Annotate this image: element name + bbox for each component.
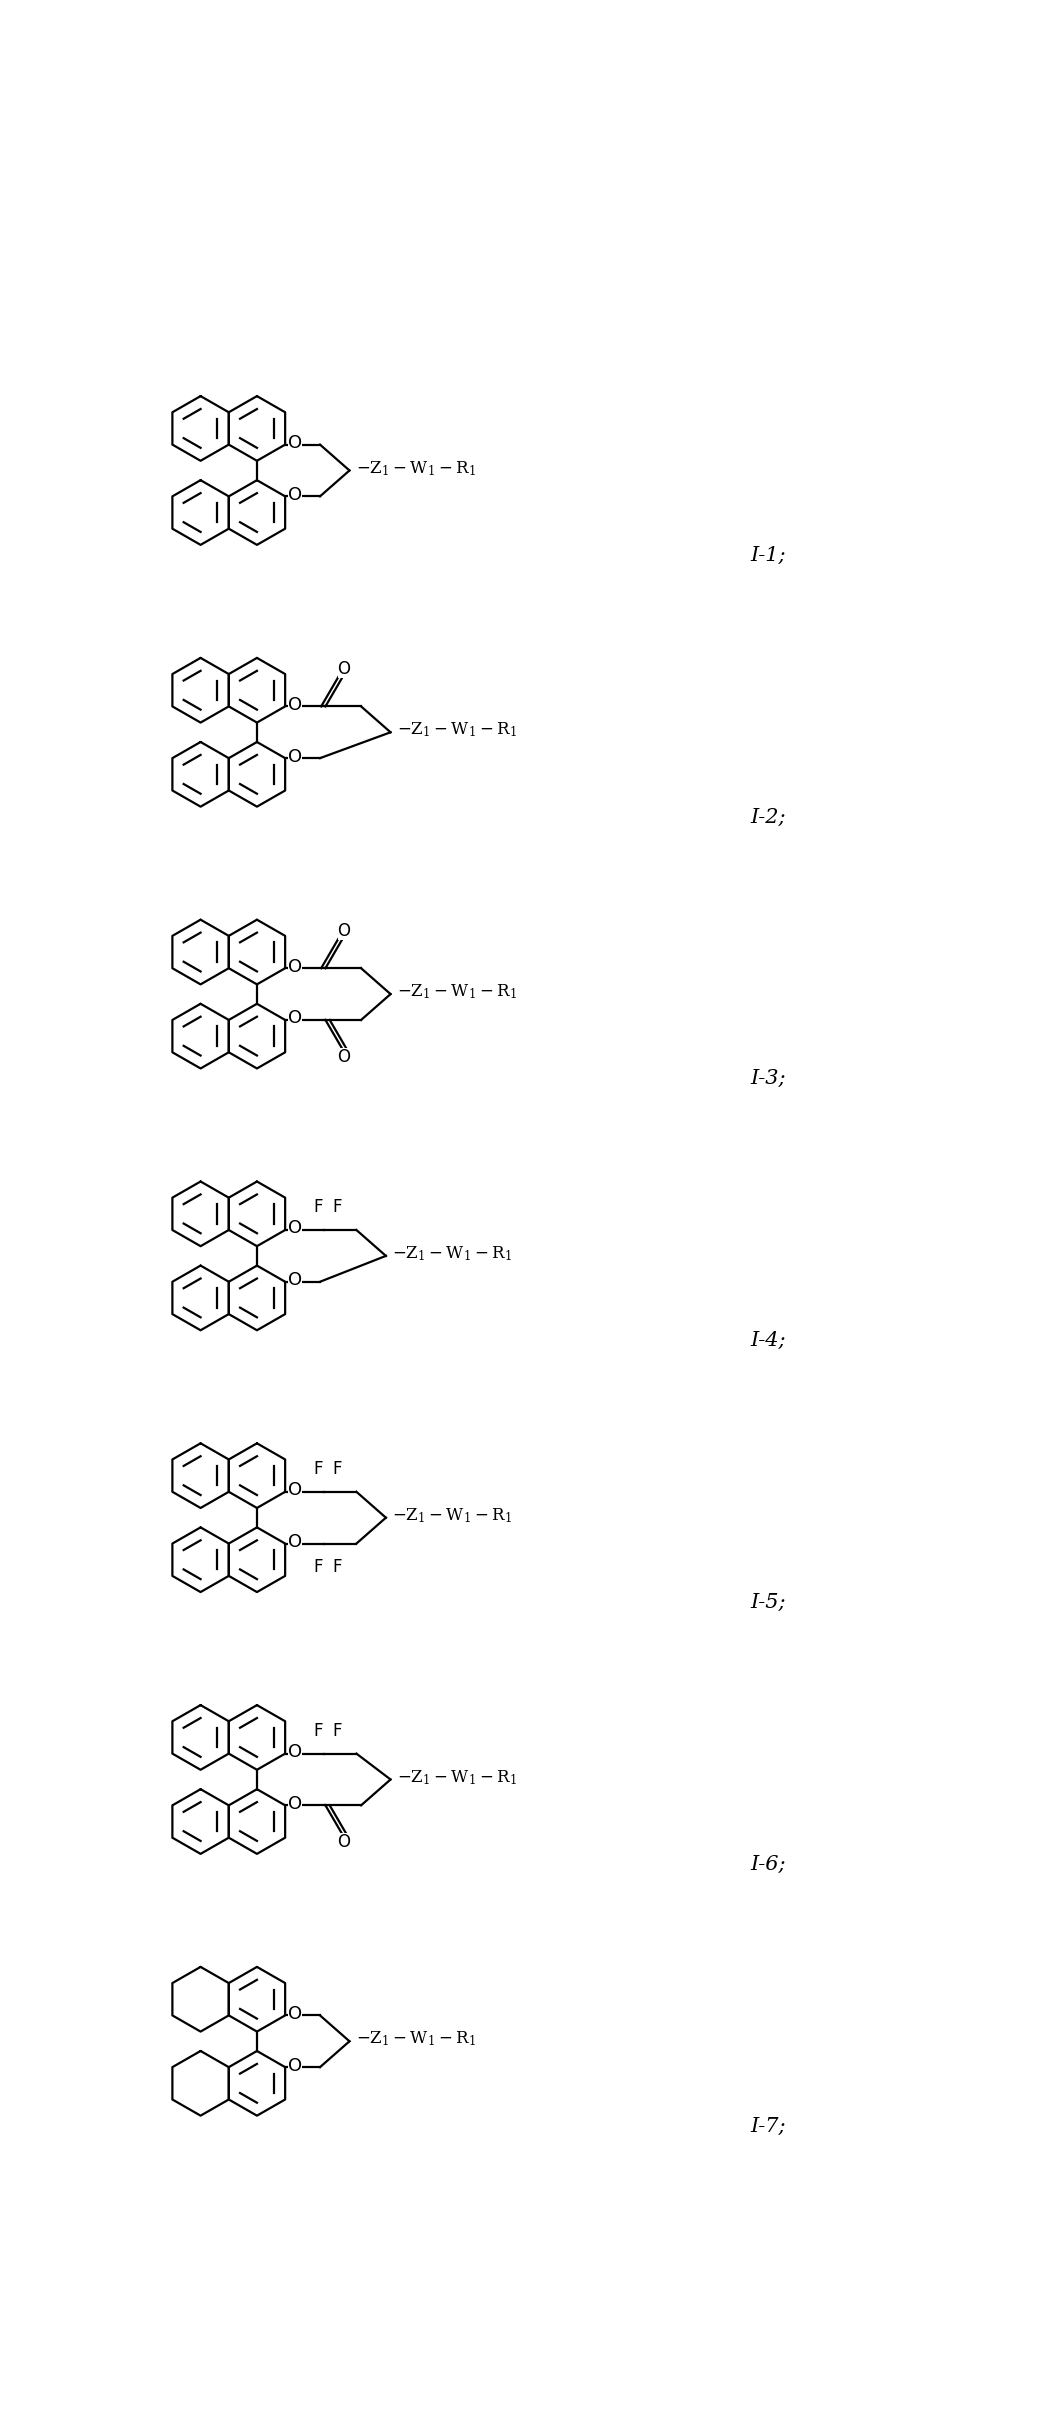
Text: $\mathregular{-Z_1-W_1-R_1}$: $\mathregular{-Z_1-W_1-R_1}$ — [392, 1245, 512, 1262]
Text: O: O — [289, 2004, 302, 2023]
Text: O: O — [338, 922, 350, 941]
Text: O: O — [289, 1009, 302, 1026]
Text: I-6;: I-6; — [750, 1856, 786, 1873]
Text: O: O — [289, 1795, 302, 1812]
Text: $\mathregular{-Z_1-W_1-R_1}$: $\mathregular{-Z_1-W_1-R_1}$ — [355, 2031, 475, 2048]
Text: O: O — [289, 747, 302, 766]
Text: O: O — [289, 1532, 302, 1552]
Text: $\mathregular{-Z_1-W_1-R_1}$: $\mathregular{-Z_1-W_1-R_1}$ — [392, 1505, 512, 1525]
Text: I-7;: I-7; — [750, 2116, 786, 2135]
Text: F: F — [314, 1199, 323, 1216]
Text: F: F — [332, 1459, 342, 1479]
Text: $\mathregular{-Z_1-W_1-R_1}$: $\mathregular{-Z_1-W_1-R_1}$ — [397, 720, 517, 739]
Text: O: O — [289, 696, 302, 715]
Text: $\mathregular{-Z_1-W_1-R_1}$: $\mathregular{-Z_1-W_1-R_1}$ — [397, 983, 517, 1002]
Text: F: F — [332, 1199, 342, 1216]
Text: F: F — [314, 1722, 323, 1739]
Text: O: O — [338, 1834, 350, 1851]
Text: I-3;: I-3; — [750, 1070, 786, 1087]
Text: I-5;: I-5; — [750, 1593, 786, 1612]
Text: F: F — [314, 1459, 323, 1479]
Text: O: O — [289, 1744, 302, 1761]
Text: O: O — [289, 433, 302, 452]
Text: F: F — [332, 1722, 342, 1739]
Text: I-2;: I-2; — [750, 807, 786, 827]
Text: O: O — [289, 486, 302, 503]
Text: I-1;: I-1; — [750, 545, 786, 564]
Text: O: O — [289, 1218, 302, 1238]
Text: F: F — [332, 1556, 342, 1576]
Text: O: O — [289, 1272, 302, 1289]
Text: O: O — [289, 958, 302, 975]
Text: O: O — [338, 662, 350, 679]
Text: O: O — [289, 1481, 302, 1498]
Text: $\mathregular{-Z_1-W_1-R_1}$: $\mathregular{-Z_1-W_1-R_1}$ — [397, 1768, 517, 1788]
Text: O: O — [289, 2057, 302, 2074]
Text: $\mathregular{-Z_1-W_1-R_1}$: $\mathregular{-Z_1-W_1-R_1}$ — [355, 460, 475, 477]
Text: I-4;: I-4; — [750, 1330, 786, 1350]
Text: F: F — [314, 1556, 323, 1576]
Text: O: O — [338, 1048, 350, 1065]
